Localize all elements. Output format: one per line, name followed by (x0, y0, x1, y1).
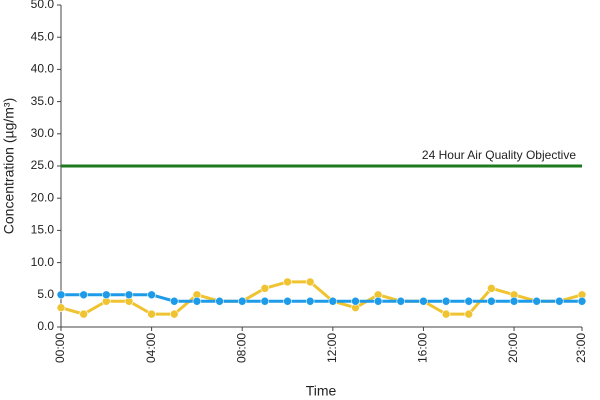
data-point (56, 303, 66, 312)
data-point (487, 296, 496, 306)
x-tick-label: 04:00 (144, 333, 158, 363)
data-point (441, 296, 451, 306)
data-point (260, 284, 270, 293)
x-axis-label: Time (306, 383, 337, 399)
data-point (328, 296, 338, 306)
data-point (79, 290, 88, 300)
y-axis-label: Concentration (µg/m³) (1, 98, 17, 234)
data-point (464, 309, 474, 319)
data-point (464, 296, 474, 306)
x-tick-label: 00:00 (53, 333, 67, 363)
x-tick-label: 16:00 (416, 333, 430, 363)
y-tick-label: 35.0 (31, 94, 55, 108)
data-point (147, 309, 156, 319)
data-point (56, 290, 66, 300)
data-point (532, 296, 541, 306)
data-point (79, 309, 88, 319)
y-tick-label: 50.0 (31, 0, 55, 11)
data-point (215, 296, 224, 306)
y-tick-label: 5.0 (37, 287, 54, 301)
data-point (555, 296, 564, 306)
data-point (305, 296, 315, 306)
x-tick-label: 08:00 (234, 333, 248, 363)
data-point (124, 290, 134, 300)
data-point (260, 296, 270, 306)
x-tick-label: 23:00 (574, 333, 588, 363)
data-point (283, 277, 292, 287)
data-point (237, 296, 247, 306)
data-point (351, 296, 360, 306)
data-point (373, 296, 383, 306)
series-line (61, 293, 582, 303)
y-tick-label: 30.0 (31, 126, 55, 140)
data-point (169, 309, 179, 319)
data-point (419, 296, 428, 306)
data-point (147, 290, 156, 300)
series-line (60, 280, 583, 316)
x-tick-label: 12:00 (325, 333, 339, 363)
y-tick-label: 40.0 (31, 62, 55, 76)
data-point (396, 296, 406, 306)
y-tick-label: 25.0 (31, 158, 55, 172)
data-point (487, 284, 496, 293)
data-point (102, 290, 111, 300)
y-tick-label: 10.0 (31, 255, 55, 269)
y-tick-label: 45.0 (31, 29, 55, 43)
y-tick-label: 20.0 (31, 190, 55, 204)
x-tick-label: 20:00 (506, 333, 520, 363)
data-point (169, 296, 179, 306)
data-point (305, 277, 315, 287)
y-tick-label: 15.0 (31, 223, 55, 237)
data-point (192, 296, 202, 306)
y-tick-label: 0.0 (37, 319, 54, 333)
data-point (283, 296, 292, 306)
data-point (577, 296, 587, 306)
data-point (509, 296, 519, 306)
data-point (441, 309, 451, 319)
reference-label: 24 Hour Air Quality Objective (422, 148, 576, 162)
